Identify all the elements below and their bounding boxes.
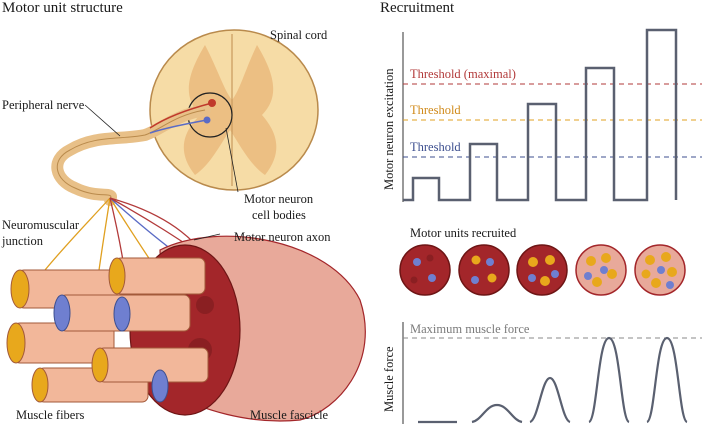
motor-unit-title: Motor unit structure bbox=[2, 0, 123, 16]
motor-neuron-cell-bodies-label-1: Motor neuron bbox=[244, 192, 314, 206]
recruited-unit-3 bbox=[516, 244, 568, 296]
neuromuscular-junction-label-2: junction bbox=[2, 234, 43, 248]
threshold-low-label: Threshold bbox=[410, 140, 461, 154]
force-curve-2 bbox=[471, 403, 523, 424]
spinal-cord bbox=[149, 29, 319, 191]
force-curve-5 bbox=[646, 336, 688, 424]
recruited-unit-5 bbox=[634, 244, 686, 296]
peripheral-nerve-label: Peripheral nerve bbox=[2, 98, 85, 112]
spinal-cord-label: Spinal cord bbox=[270, 28, 328, 42]
force-axis-label: Muscle force bbox=[382, 346, 396, 412]
units-recruited-label: Motor units recruited bbox=[410, 226, 517, 240]
recruitment-title: Recruitment bbox=[380, 0, 455, 16]
max-force-label: Maximum muscle force bbox=[410, 322, 530, 336]
threshold-mid-label: Threshold bbox=[410, 103, 461, 117]
leader-lines bbox=[84, 104, 239, 241]
muscle-fibers-label: Muscle fibers bbox=[16, 408, 85, 422]
excitation-axis-label: Motor neuron excitation bbox=[382, 68, 396, 191]
muscle-fascicle-label: Muscle fascicle bbox=[250, 408, 329, 422]
recruited-unit-4 bbox=[575, 244, 627, 296]
force-curve-3 bbox=[529, 376, 571, 424]
recruited-unit-2 bbox=[458, 244, 510, 296]
excitation-steps bbox=[403, 28, 678, 202]
neuromuscular-junction-label-1: Neuromuscular bbox=[2, 218, 80, 232]
threshold-maximal-label: Threshold (maximal) bbox=[410, 67, 516, 81]
motor-neuron-cell-bodies-label-2: cell bodies bbox=[252, 208, 306, 222]
muscle-fibers bbox=[6, 257, 209, 403]
force-curves bbox=[418, 336, 688, 424]
recruited-unit-1 bbox=[399, 244, 451, 296]
force-curve-4 bbox=[588, 336, 630, 424]
peripheral-nerve bbox=[51, 102, 213, 206]
motor-neuron-axon-label: Motor neuron axon bbox=[234, 230, 331, 244]
